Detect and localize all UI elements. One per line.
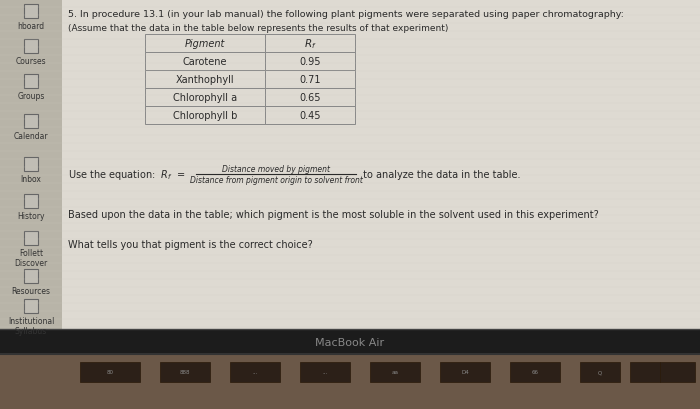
Bar [145, 89, 265, 107]
Text: ...: ... [253, 370, 258, 375]
Text: $R_f$: $R_f$ [304, 37, 316, 51]
Text: Distance moved by pigment: Distance moved by pigment [222, 165, 330, 174]
Text: Courses: Courses [15, 57, 46, 66]
Bar [370, 362, 420, 382]
Text: Based upon the data in the table; which pigment is the most soluble in the solve: Based upon the data in the table; which … [68, 209, 598, 220]
Text: Groups: Groups [18, 92, 45, 101]
Bar [160, 362, 210, 382]
Bar [80, 362, 140, 382]
Bar [0, 329, 700, 354]
Bar [24, 157, 38, 172]
Bar [24, 40, 38, 54]
Bar [145, 71, 265, 89]
Bar [24, 115, 38, 129]
Text: 66: 66 [531, 370, 538, 375]
Text: Calendar: Calendar [14, 132, 48, 141]
Text: to analyze the data in the table.: to analyze the data in the table. [360, 170, 521, 180]
Bar [300, 362, 350, 382]
Bar [145, 35, 265, 53]
Bar [265, 53, 355, 71]
Bar [24, 231, 38, 245]
Bar [145, 53, 265, 71]
Bar [265, 71, 355, 89]
Bar [630, 362, 660, 382]
Text: 0.71: 0.71 [300, 75, 321, 85]
Text: MacBook Air: MacBook Air [316, 337, 384, 347]
Text: What tells you that pigment is the correct choice?: What tells you that pigment is the corre… [68, 239, 313, 249]
Text: (Assume that the data in the table below represents the results of that experime: (Assume that the data in the table below… [68, 24, 449, 33]
Text: Xanthophyll: Xanthophyll [176, 75, 234, 85]
Bar [24, 5, 38, 19]
Text: Institutional
Syllabus: Institutional Syllabus [8, 316, 54, 335]
Text: Resources: Resources [11, 286, 50, 295]
Text: 0.45: 0.45 [300, 111, 321, 121]
Bar [0, 0, 700, 329]
Text: 0.65: 0.65 [300, 93, 321, 103]
Bar [24, 195, 38, 209]
Bar [0, 0, 62, 329]
Text: Distance from pigment origin to solvent front: Distance from pigment origin to solvent … [190, 176, 363, 185]
Text: Follett
Discover: Follett Discover [15, 248, 48, 268]
Text: Chlorophyll a: Chlorophyll a [173, 93, 237, 103]
Text: 5. In procedure 13.1 (in your lab manual) the following plant pigments were sepa: 5. In procedure 13.1 (in your lab manual… [68, 10, 624, 19]
Text: History: History [18, 211, 45, 220]
Bar [24, 299, 38, 313]
Text: Pigment: Pigment [185, 39, 225, 49]
Bar [580, 362, 620, 382]
Text: 80: 80 [106, 370, 113, 375]
Text: Use the equation:  $R_f$  =: Use the equation: $R_f$ = [68, 168, 186, 182]
Text: D4: D4 [461, 370, 469, 375]
Bar [0, 354, 700, 409]
Bar [24, 75, 38, 89]
Text: Carotene: Carotene [183, 57, 228, 67]
Bar [230, 362, 280, 382]
Bar [440, 362, 490, 382]
Bar [510, 362, 560, 382]
Text: ...: ... [323, 370, 328, 375]
Text: hboard: hboard [18, 22, 45, 31]
Text: 0.95: 0.95 [300, 57, 321, 67]
Text: Q: Q [598, 370, 602, 375]
Text: Inbox: Inbox [20, 175, 41, 184]
Text: 888: 888 [180, 370, 190, 375]
Bar [265, 107, 355, 125]
Bar [24, 270, 38, 283]
Text: aa: aa [391, 370, 398, 375]
Text: Chlorophyll b: Chlorophyll b [173, 111, 237, 121]
Bar [660, 362, 695, 382]
Bar [265, 89, 355, 107]
Bar [265, 35, 355, 53]
Bar [145, 107, 265, 125]
